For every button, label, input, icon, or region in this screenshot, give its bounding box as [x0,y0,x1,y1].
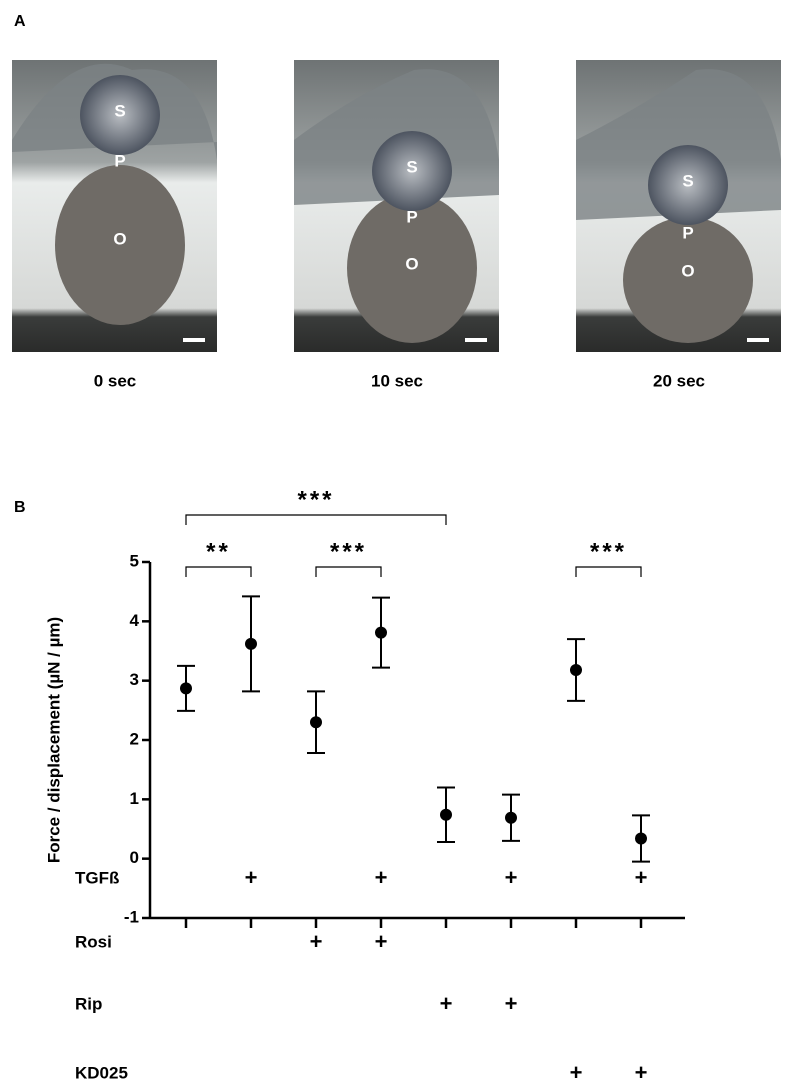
scale-bar [465,338,487,342]
significance-bracket [575,566,642,577]
significance-bracket [185,514,447,525]
image-label: O [405,254,418,273]
organoid [347,193,477,343]
image-label: P [406,207,417,226]
image-label: O [113,229,126,248]
point [505,811,517,824]
treatment-mark: + [375,929,388,954]
significance-label: *** [297,486,334,513]
treatment-mark: + [505,865,518,890]
y-tick-label: 5 [130,551,139,570]
significance-label: *** [330,538,367,565]
image-label: P [114,151,125,170]
image-label: S [114,101,125,120]
image-label: S [406,157,417,176]
point [310,716,322,729]
image-label: O [681,261,694,280]
point [570,663,582,676]
image-label: S [682,171,693,190]
point [635,832,647,845]
treatment-mark: + [635,1060,648,1084]
treatment-mark: + [310,929,323,954]
point [440,808,452,821]
y-tick-label: 4 [130,611,140,630]
treatment-mark: + [635,865,648,890]
image-caption: 10 sec [371,371,423,390]
treatment-name: TGFß [75,868,119,887]
sphere [648,145,728,225]
sphere [80,75,160,155]
organoid [55,165,185,325]
treatment-mark: + [570,1060,583,1084]
y-tick-label: -1 [124,907,139,926]
y-tick-label: 1 [130,789,139,808]
significance-label: ** [206,538,231,565]
point [180,682,192,695]
treatment-name: KD025 [75,1063,128,1082]
y-tick-label: 0 [130,848,139,867]
significance-bracket [315,566,382,577]
panel-label: A [14,13,26,30]
tissue [576,69,781,220]
image-caption: 0 sec [94,371,137,390]
panel-label: B [14,499,26,516]
treatment-mark: + [375,865,388,890]
significance-bracket [185,566,252,577]
scale-bar [747,338,769,342]
point [245,637,257,650]
image-caption: 20 sec [653,371,705,390]
scale-bar [183,338,205,342]
treatment-mark: + [505,991,518,1016]
treatment-name: Rosi [75,932,112,951]
organoid [623,217,753,343]
point [375,626,387,639]
treatment-mark: + [440,991,453,1016]
significance-label: *** [590,538,627,565]
treatment-mark: + [245,865,258,890]
treatment-name: Rip [75,994,102,1013]
y-tick-label: 2 [130,729,139,748]
image-label: P [682,223,693,242]
sphere [372,131,452,211]
y-tick-label: 3 [130,670,139,689]
y-axis-label: Force / displacement (µN / µm) [44,617,63,863]
